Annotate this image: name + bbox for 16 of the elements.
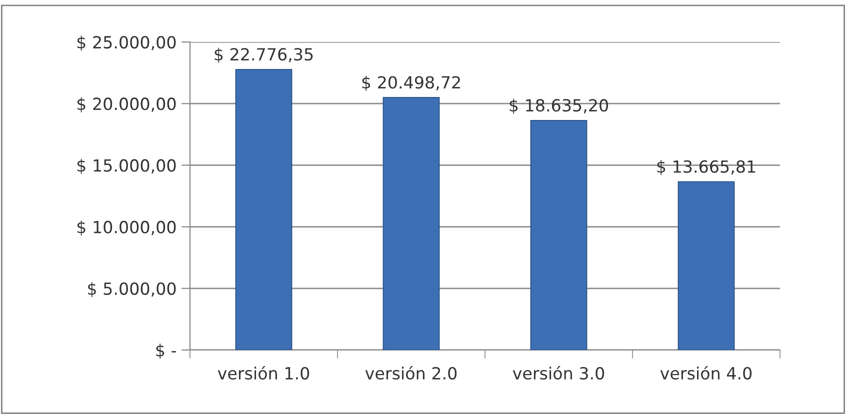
bar: [235, 68, 292, 350]
y-tick-label: $ -: [156, 344, 176, 359]
bar: [678, 181, 735, 350]
x-tick-label: versión 1.0: [218, 366, 310, 380]
data-label: $ 20.498,72: [362, 76, 460, 91]
x-tick-label: versión 3.0: [512, 366, 604, 380]
y-tick-label: $ 10.000,00: [77, 220, 176, 236]
x-tick-label: versión 4.0: [660, 366, 752, 380]
bar: [530, 120, 588, 350]
data-label: $ 22.776,35: [214, 48, 313, 63]
bar: [382, 97, 440, 350]
y-tick-label: $ 5.000,00: [88, 282, 176, 298]
y-tick-label: $ 25.000,00: [77, 36, 176, 51]
y-tick-label: $ 20.000,00: [77, 97, 176, 112]
y-tick-label: $ 15.000,00: [77, 158, 176, 174]
x-tick-label: versión 2.0: [365, 366, 457, 380]
